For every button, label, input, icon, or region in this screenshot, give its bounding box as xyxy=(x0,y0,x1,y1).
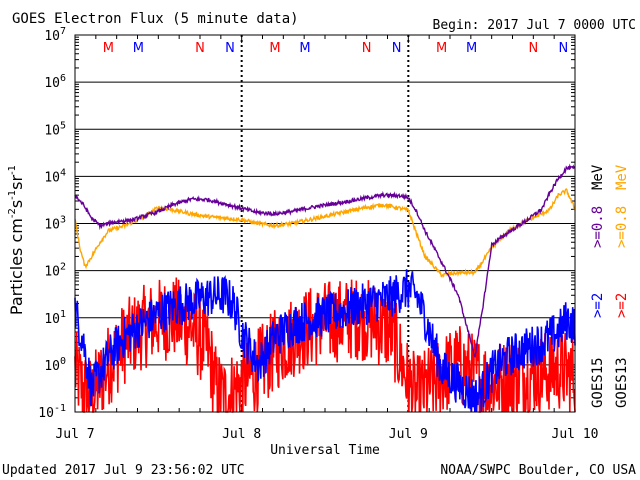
plot-frame xyxy=(74,34,576,413)
y-tick-label: 104 xyxy=(44,167,66,185)
goes15-label: GOES15 xyxy=(590,357,606,408)
unit-label-1: MeV xyxy=(590,164,606,190)
satellite-marker: N xyxy=(225,41,235,56)
y-tick-label: 106 xyxy=(44,73,66,91)
x-tick-labels: Jul 7 Jul 8 Jul 9 Jul 10 xyxy=(55,427,598,442)
satellite-marker: M xyxy=(299,41,310,56)
x-tick-label: Jul 10 xyxy=(552,427,599,442)
x-tick-label: Jul 8 xyxy=(222,427,261,442)
satellite-marker: N xyxy=(195,41,205,56)
unit-label-2: MeV xyxy=(614,164,630,190)
satellite-marker: M xyxy=(103,41,114,56)
satellite-marker: M xyxy=(436,41,447,56)
series-goes15-low xyxy=(74,269,576,413)
y-tick-label: 105 xyxy=(44,120,66,138)
x-tick-label: Jul 9 xyxy=(389,427,428,442)
y-tick-label: 102 xyxy=(44,262,66,280)
goes15-high-label: >=0.8 xyxy=(590,206,606,248)
y-tick-labels: 10-1 100 101 102 103 104 105 106 107 xyxy=(38,26,66,421)
satellite-marker: N xyxy=(362,41,372,56)
series-goes15-high xyxy=(74,163,576,358)
y-axis-label: Particles cm-2s-1sr-1 xyxy=(7,165,26,315)
goes13-low-label: >=2 xyxy=(614,293,630,318)
goes13-high-label: >=0.8 xyxy=(614,206,630,248)
series-goes13-high xyxy=(74,188,576,278)
y-tick-label: 107 xyxy=(44,26,66,44)
satellite-marker: N xyxy=(392,41,402,56)
chart-title: GOES Electron Flux (5 minute data) xyxy=(12,11,299,27)
satellite-marker: M xyxy=(269,41,280,56)
right-legend: GOES15 GOES13 >=2 >=2 >=0.8 >=0.8 MeV Me… xyxy=(590,164,630,408)
x-axis-label: Universal Time xyxy=(270,443,380,458)
x-tick-label: Jul 7 xyxy=(55,427,94,442)
y-tick-label: 103 xyxy=(44,215,66,233)
begin-date: Begin: 2017 Jul 7 0000 UTC xyxy=(433,18,637,33)
satellite-marker: N xyxy=(558,41,568,56)
y-tick-label: 101 xyxy=(44,309,66,327)
y-tick-label: 10-1 xyxy=(38,403,66,421)
satellite-marker: N xyxy=(528,41,538,56)
series-layer xyxy=(74,163,576,413)
y-tick-label: 100 xyxy=(44,356,66,374)
satellite-marker: M xyxy=(466,41,477,56)
goes15-low-label: >=2 xyxy=(590,293,606,318)
goes13-label: GOES13 xyxy=(614,357,630,408)
updated-timestamp: Updated 2017 Jul 9 23:56:02 UTC xyxy=(2,463,245,478)
credit-text: NOAA/SWPC Boulder, CO USA xyxy=(440,463,636,478)
satellite-marker: M xyxy=(133,41,144,56)
